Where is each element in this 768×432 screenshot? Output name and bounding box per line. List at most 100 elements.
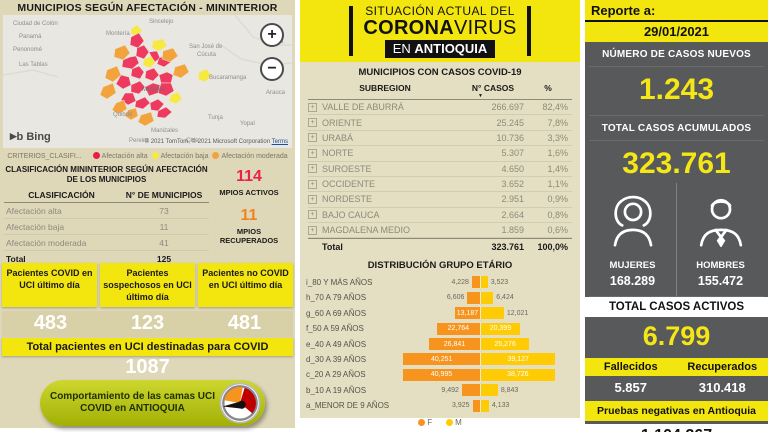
subregion-table-row[interactable]: + MAGDALENA MEDIO 1.859 0,6%	[308, 223, 572, 239]
expand-row-icon[interactable]: +	[308, 133, 317, 143]
subregion-total-row[interactable]: Total 323.761 100,0%	[308, 238, 572, 253]
age-group-label: i_80 Y MÁS AÑOS	[306, 277, 373, 287]
bar-female[interactable]: 40,251	[403, 353, 480, 366]
right-panel-report: Reporte a: 29/01/2021 NÚMERO DE CASOS NU…	[585, 0, 768, 432]
expand-row-icon[interactable]: +	[308, 102, 317, 112]
bar-male[interactable]	[481, 291, 494, 304]
age-chart-row: b_10 A 19 AÑOS 9,492 8,843	[306, 384, 519, 397]
subregion-table-header[interactable]: SUBREGION N° CASOS % ▼	[308, 81, 572, 100]
map-city-label: Cúcuta	[197, 52, 217, 58]
bar-female[interactable]	[471, 276, 480, 289]
map-canvas: Ciudad de Colón Panamá Penonomé Las Tablas M…	[3, 15, 292, 148]
bing-map[interactable]: Ciudad de Colón Panamá Penonomé Las Tablas M…	[3, 15, 292, 148]
new-cases-value: 1.243	[589, 67, 764, 116]
expand-row-icon[interactable]: +	[308, 164, 317, 174]
negative-tests-label: Pruebas negativas en Antioquia	[585, 401, 768, 421]
men-value: 155.472	[697, 274, 744, 288]
bar-male[interactable]: 38,726	[481, 368, 555, 381]
negative-tests-value: 1.104.267	[585, 424, 768, 432]
bar-male[interactable]	[481, 307, 504, 320]
age-group-label: h_70 A 79 AÑOS	[306, 293, 367, 303]
uci-noncovid-box: Pacientes no COVID en UCI último día	[198, 263, 293, 308]
map-legend-item[interactable]: Afectación moderada	[212, 152, 288, 160]
expand-row-icon[interactable]: +	[308, 148, 317, 158]
classification-total-row[interactable]: Total 125	[6, 253, 172, 264]
age-group-label: g_60 A 69 AÑOS	[306, 308, 367, 318]
map-zoom-out-button[interactable]: −	[260, 57, 284, 81]
bar-male[interactable]	[481, 399, 489, 412]
age-group-label: a_MENOR DE 9 AÑOS	[306, 401, 390, 411]
age-chart-row: h_70 A 79 AÑOS 6,606 6,424	[306, 291, 514, 304]
expand-row-icon[interactable]: +	[308, 225, 317, 235]
deaths-value: 5.857	[614, 380, 648, 395]
map-legend-item[interactable]: Afectación alta	[92, 152, 148, 160]
subregion-table-row[interactable]: + ORIENTE 25.245 7,8%	[308, 115, 572, 131]
bar-female[interactable]: 40,995	[403, 368, 480, 381]
woman-icon	[613, 195, 652, 247]
uci-kpi-boxes: Pacientes COVID en UCI último día Pacien…	[2, 263, 293, 308]
expand-row-icon[interactable]: +	[308, 194, 317, 204]
center-panel-situacion: SITUACIÓN ACTUAL DEL CORONAVIRUS EN ANTI…	[300, 0, 580, 427]
age-pyramid-chart: i_80 Y MÁS AÑOS 4,228 3,523 h_70 A 79 AÑOS 6…	[306, 275, 576, 414]
women-label: MUJERES	[609, 260, 656, 271]
subregion-table-row[interactable]: + NORDESTE 2.951 0,9%	[308, 192, 572, 208]
bar-female[interactable]: 26,841	[428, 338, 480, 350]
banner-right-bar	[526, 6, 531, 56]
map-city-label: Montería	[106, 31, 130, 37]
subregion-table-row[interactable]: + URABÁ 10.736 3,3%	[308, 131, 572, 147]
map-legend-item[interactable]: Afectación baja	[151, 152, 208, 160]
bar-female[interactable]: 13,187	[454, 307, 480, 320]
legend-dot-icon	[151, 152, 159, 159]
classification-row[interactable]: Afectación baja 11	[4, 219, 209, 235]
subregion-table-row[interactable]: + NORTE 5.307 1,6%	[308, 146, 572, 162]
bar-male[interactable]: 39,127	[481, 353, 556, 366]
map-zoom-in-button[interactable]: +	[260, 23, 284, 47]
left-panel-title: MUNICIPIOS SEGÚN AFECTACIÓN - MININTERIO…	[17, 2, 278, 14]
classification-row[interactable]: Afectación moderada 41	[4, 235, 209, 251]
bar-male[interactable]: 25,276	[481, 338, 530, 350]
bar-female[interactable]	[472, 399, 480, 412]
bing-logo: ▸b Bing	[10, 128, 51, 143]
deaths-label: Fallecidos	[603, 361, 658, 373]
municipality-stats: 114 MPIOS ACTIVOS 11 MPIOS RECUPERADOS	[209, 168, 289, 245]
map-city-label: Tunja	[208, 115, 223, 121]
bar-female[interactable]: 22,764	[436, 322, 480, 335]
legend-m-dot-icon	[446, 419, 454, 427]
age-group-label: b_10 A 19 AÑOS	[306, 385, 367, 395]
classification-row[interactable]: Afectación alta 73	[4, 203, 209, 219]
age-chart-row: i_80 Y MÁS AÑOS 4,228 3,523	[306, 276, 509, 289]
expand-row-icon[interactable]: +	[308, 118, 317, 128]
municipality-polygons	[99, 24, 212, 127]
terms-link[interactable]: Terms	[271, 139, 288, 145]
classification-table: CLASIFICACIÓN MININTERIOR SEGÚN AFECTACI…	[4, 165, 209, 266]
map-city-label: San José de	[189, 44, 223, 50]
map-city-label: Panamá	[19, 34, 42, 40]
uci-kpi-values: 483 123 481	[2, 311, 293, 337]
uci-covid-box: Pacientes COVID en UCI último día	[2, 263, 97, 308]
age-chart-row: c_20 A 29 AÑOS 40,995 38,726	[306, 367, 576, 382]
map-copyright: © 2021 TomTom, © 2021 Microsoft Corporat…	[144, 139, 288, 145]
age-group-label: c_20 A 29 AÑOS	[306, 370, 366, 380]
classification-title: CLASIFICACIÓN MININTERIOR SEGÚN AFECTACI…	[5, 165, 208, 184]
bar-male[interactable]	[481, 384, 498, 397]
gauge-icon	[219, 382, 261, 424]
new-cases-label: NÚMERO DE CASOS NUEVOS	[589, 42, 764, 67]
sort-caret-icon[interactable]: ▼	[478, 93, 483, 99]
legend-dot-icon	[212, 152, 220, 159]
subregion-table-row[interactable]: + VALLE DE ABURRÁ 266.697 82,4%	[308, 100, 572, 116]
uci-covid-value: 483	[33, 312, 68, 334]
uci-behavior-button[interactable]: Comportamiento de las camas UCI COVID en…	[40, 380, 265, 426]
recovered-value: 310.418	[698, 380, 746, 395]
map-city-label: Bucaramanga	[209, 75, 247, 81]
bar-female[interactable]	[461, 384, 480, 397]
bar-male[interactable]: 20,399	[481, 322, 520, 335]
expand-row-icon[interactable]: +	[308, 210, 317, 220]
expand-row-icon[interactable]: +	[308, 179, 317, 189]
subregion-table-row[interactable]: + BAJO CAUCA 2.664 0,8%	[308, 208, 572, 223]
coronavirus-banner: SITUACIÓN ACTUAL DEL CORONAVIRUS EN ANTI…	[300, 0, 580, 62]
bar-male[interactable]	[481, 276, 488, 289]
bar-female[interactable]	[467, 291, 480, 304]
subregion-table-row[interactable]: + OCCIDENTE 3.652 1,1%	[308, 177, 572, 193]
subregion-table-row[interactable]: + SUROESTE 4.650 1,4%	[308, 162, 572, 177]
